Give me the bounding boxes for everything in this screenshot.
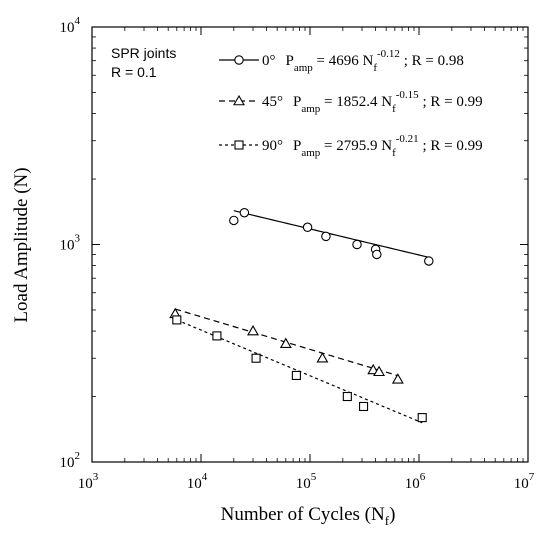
data-point-triangle <box>373 365 385 377</box>
y-axis-label: Load Amplitude (N) <box>11 167 32 322</box>
data-point-triangle <box>391 373 404 384</box>
annotation: SPR joints R = 0.1 <box>111 45 176 80</box>
fit-line-series-1 <box>175 308 399 377</box>
legend-marker-2 <box>234 140 244 150</box>
data-point-circle <box>302 222 313 233</box>
legend-equation-1: 45° Pamp = 1852.4 Nf-0.15 ; R = 0.99 <box>262 89 483 115</box>
data-point-square <box>212 331 222 341</box>
data-point-square <box>172 315 182 325</box>
data-point-triangle <box>247 324 259 336</box>
legend-marker-1 <box>233 94 245 106</box>
plot-frame <box>91 26 529 463</box>
annotation-line-1: SPR joints <box>111 45 176 61</box>
data-point-circle <box>372 249 382 260</box>
legend-entry-0: 0° Pamp = 4696 Nf-0.12 ; R = 0.98 <box>219 48 464 74</box>
x-tick-label: 103 <box>78 471 99 492</box>
data-point-square <box>251 353 261 363</box>
data-point-triangle <box>279 337 292 348</box>
x-tick-label: 107 <box>514 471 535 492</box>
y-tick-label: 103 <box>60 233 81 254</box>
data-point-circle <box>424 256 434 266</box>
data-point-square <box>417 413 427 423</box>
data-point-circle <box>352 239 362 250</box>
data-point-triangle <box>316 352 329 363</box>
data-point-square <box>291 370 301 380</box>
x-tick-label: 104 <box>187 471 208 492</box>
legend-equation-0: 0° Pamp = 4696 Nf-0.12 ; R = 0.98 <box>262 48 464 74</box>
legend-entry-2: 90° Pamp = 2795.9 Nf-0.21 ; R = 0.99 <box>219 133 483 159</box>
data-point-circle <box>321 231 331 242</box>
x-tick-label: 106 <box>405 471 426 492</box>
annotation-line-2: R = 0.1 <box>111 64 157 80</box>
data-point-square <box>342 391 352 402</box>
y-tick-label: 104 <box>60 15 81 36</box>
legend-equation-2: 90° Pamp = 2795.9 Nf-0.21 ; R = 0.99 <box>262 133 483 159</box>
data-point-square <box>359 401 369 412</box>
y-tick-label: 102 <box>60 450 81 471</box>
fit-line-series-0 <box>233 210 429 258</box>
x-tick-label: 105 <box>296 471 317 492</box>
x-axis-label: Number of Cycles (Nf) <box>221 504 396 528</box>
legend-marker-0 <box>234 55 244 65</box>
legend-entry-1: 45° Pamp = 1852.4 Nf-0.15 ; R = 0.99 <box>219 89 483 115</box>
data-point-circle <box>229 215 239 226</box>
data-point-circle <box>239 207 250 218</box>
